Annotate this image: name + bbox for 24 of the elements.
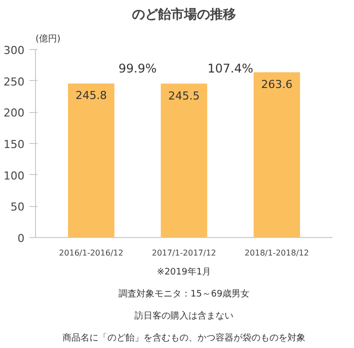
annotation: 99.9% bbox=[118, 61, 157, 76]
x-tick-label: 2017/1-2017/12 bbox=[152, 248, 216, 258]
text: ※2019年1月 bbox=[156, 266, 212, 278]
x-tick-label: 2016/1-2016/12 bbox=[59, 248, 124, 258]
text: 訪日客の購入は含まない bbox=[134, 310, 234, 322]
y-tick-label: 150 bbox=[4, 138, 25, 151]
y-tick-label: 100 bbox=[4, 169, 25, 182]
text: 調査対象モニタ：15～69歳男女 bbox=[118, 288, 250, 300]
y-tick-label: 0 bbox=[18, 232, 24, 245]
data-label: 245.5 bbox=[168, 89, 200, 102]
chart-title: のど飴市場の推移 bbox=[132, 6, 236, 22]
annotation: 107.4% bbox=[208, 62, 254, 76]
y-tick-label: 200 bbox=[4, 106, 25, 120]
y-tick-label: 250 bbox=[4, 75, 25, 88]
x-tick-label: 2018/1-2018/12 bbox=[244, 248, 309, 258]
y-tick-label: 300 bbox=[4, 44, 25, 57]
data-label: 245.8 bbox=[75, 89, 107, 102]
y-tick-label: 50 bbox=[10, 200, 25, 214]
text: 商品名に「のど飴」を含むもの、かつ容器が袋のものを対象 bbox=[62, 332, 306, 344]
bar bbox=[68, 83, 114, 238]
bar bbox=[160, 84, 208, 238]
data-label: 263.6 bbox=[261, 78, 293, 92]
y-axis-title: (億円) bbox=[36, 34, 61, 44]
bar bbox=[254, 72, 300, 238]
